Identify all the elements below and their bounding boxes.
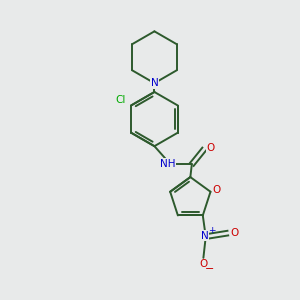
Text: NH: NH xyxy=(160,159,176,169)
Text: +: + xyxy=(208,226,216,235)
Text: O: O xyxy=(206,142,215,153)
Text: N: N xyxy=(151,78,158,88)
Text: −: − xyxy=(205,264,214,274)
Text: O: O xyxy=(213,185,221,195)
Text: N: N xyxy=(201,231,209,241)
Text: O: O xyxy=(230,228,238,238)
Text: Cl: Cl xyxy=(116,94,126,105)
Text: O: O xyxy=(199,259,208,269)
